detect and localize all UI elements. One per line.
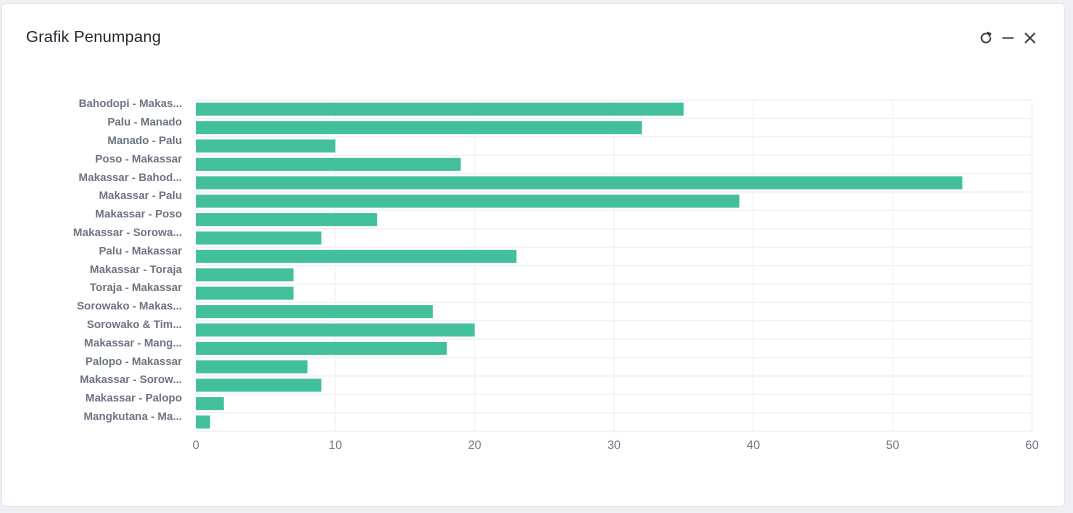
x-tick-label: 40 (747, 438, 761, 452)
bar[interactable] (196, 415, 210, 429)
bar[interactable] (196, 360, 308, 374)
bar[interactable] (196, 323, 475, 337)
x-tick-label: 0 (193, 438, 200, 452)
bar[interactable] (196, 397, 224, 411)
bar[interactable] (196, 286, 294, 300)
bar[interactable] (196, 121, 642, 135)
category-label: Palu - Makassar (99, 245, 183, 257)
x-axis-labels: 0 10 20 30 40 50 60 (193, 438, 1039, 452)
category-label: Makassar - Palu (99, 190, 182, 202)
category-label: Palopo - Makassar (85, 356, 182, 368)
bar[interactable] (196, 268, 294, 282)
category-label: Toraja - Makassar (90, 282, 183, 294)
category-label: Sorowako & Tim... (87, 319, 182, 331)
category-label: Makassar - Toraja (90, 264, 183, 276)
chart-bars (196, 102, 963, 429)
category-label: Makassar - Poso (95, 209, 182, 221)
category-label: Makassar - Bahod... (79, 172, 182, 184)
bar[interactable] (196, 194, 740, 208)
x-tick-label: 20 (468, 438, 482, 452)
bar[interactable] (196, 249, 517, 263)
card-toolbar (978, 30, 1038, 46)
category-label: Makassar - Sorow... (80, 374, 182, 386)
category-label: Poso - Makassar (95, 153, 183, 165)
category-label: Mangkutana - Ma... (84, 411, 182, 423)
category-label: Sorowako - Makas... (77, 301, 182, 313)
bar[interactable] (196, 378, 322, 392)
bar[interactable] (196, 102, 684, 116)
category-label: Makassar - Mang... (84, 337, 182, 349)
close-icon[interactable] (1022, 30, 1038, 46)
category-label: Palu - Manado (107, 117, 182, 129)
y-axis-labels: Bahodopi - Makas... Palu - Manado Manado -… (73, 98, 183, 423)
x-tick-label: 30 (607, 438, 621, 452)
x-tick-label: 50 (886, 438, 900, 452)
bar[interactable] (196, 139, 336, 153)
chart-card: Grafik Penumpang (1, 3, 1065, 507)
bar[interactable] (196, 305, 433, 319)
category-label: Makassar - Sorowa... (73, 227, 182, 239)
category-label: Makassar - Palopo (85, 393, 182, 405)
bar[interactable] (196, 213, 378, 227)
bar[interactable] (196, 157, 461, 171)
bar[interactable] (196, 341, 447, 355)
x-tick-label: 10 (329, 438, 343, 452)
card-title: Grafik Penumpang (26, 29, 162, 46)
chart-grid (195, 99, 1033, 432)
minus-icon[interactable] (1000, 30, 1016, 46)
bar[interactable] (196, 176, 963, 190)
category-label: Bahodopi - Makas... (79, 98, 182, 110)
refresh-icon[interactable] (978, 30, 994, 46)
x-tick-label: 60 (1025, 438, 1039, 452)
category-label: Manado - Palu (107, 135, 182, 147)
bar[interactable] (196, 231, 322, 245)
